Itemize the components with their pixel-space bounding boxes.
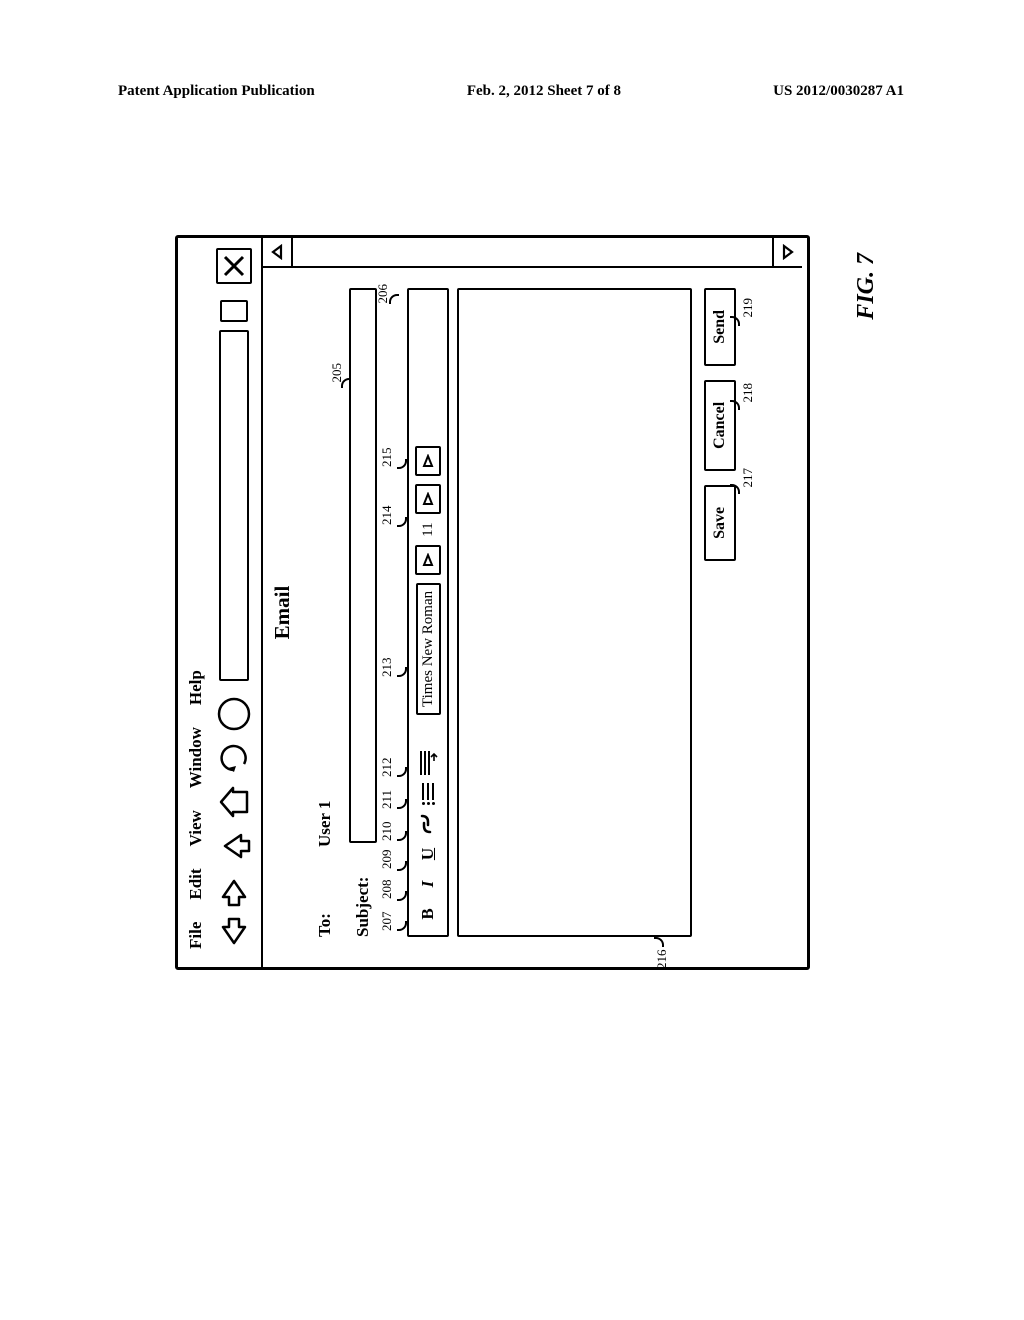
address-go[interactable]: [220, 300, 248, 322]
ref-211: 211: [379, 790, 395, 809]
ref-210: 210: [379, 822, 395, 842]
menu-window[interactable]: Window: [186, 727, 206, 788]
cancel-button[interactable]: Cancel: [704, 380, 736, 471]
nav-toolbar: [211, 238, 261, 967]
ref-218: 218: [740, 383, 756, 403]
menu-edit[interactable]: Edit: [186, 868, 206, 899]
vertical-scrollbar[interactable]: [263, 238, 802, 268]
menu-view[interactable]: View: [186, 810, 206, 846]
ref-214: 214: [379, 506, 395, 526]
format-toolbar: B I U: [407, 288, 449, 937]
font-size-value: 11: [420, 522, 437, 536]
message-body[interactable]: 216: [457, 288, 692, 937]
figure-label: FIG. 7: [853, 253, 880, 320]
send-label: Send: [711, 310, 728, 344]
subject-label: Subject:: [353, 847, 373, 937]
to-value: User 1: [315, 801, 335, 847]
bullet-list-button[interactable]: [422, 783, 435, 805]
font-family-select[interactable]: Times New Roman: [416, 583, 441, 715]
menu-bar: File Edit View Window Help: [178, 238, 211, 967]
menu-file[interactable]: File: [186, 922, 206, 949]
patent-header: Patent Application Publication Feb. 2, 2…: [118, 83, 904, 100]
browser-window: File Edit View Window Help: [175, 235, 810, 970]
close-button[interactable]: [216, 248, 252, 284]
up-button[interactable]: [215, 827, 253, 865]
ref-215: 215: [379, 448, 395, 468]
reload-button[interactable]: [215, 739, 253, 777]
indent-button[interactable]: [420, 751, 436, 775]
to-label: To:: [315, 847, 335, 937]
font-family-dropdown[interactable]: [415, 545, 441, 575]
scroll-down-button[interactable]: [772, 238, 802, 266]
save-button[interactable]: Save: [704, 485, 736, 561]
forward-button[interactable]: [215, 871, 253, 909]
font-size-dropdown[interactable]: [415, 484, 441, 514]
header-left: Patent Application Publication: [118, 83, 315, 100]
ref-219: 219: [740, 298, 756, 318]
extra-dropdown[interactable]: [415, 446, 441, 476]
menu-help[interactable]: Help: [186, 670, 206, 705]
back-button[interactable]: [215, 915, 253, 953]
underline-button[interactable]: U: [418, 843, 438, 865]
ref-209: 209: [379, 850, 395, 870]
ref-213: 213: [379, 658, 395, 678]
home-button[interactable]: [215, 783, 253, 821]
scroll-up-button[interactable]: [263, 238, 293, 266]
save-label: Save: [711, 507, 728, 539]
app-title: Email: [270, 288, 295, 937]
link-button[interactable]: [416, 813, 441, 835]
ref-217: 217: [740, 468, 756, 488]
ref-207: 207: [379, 912, 395, 932]
ref-208: 208: [379, 880, 395, 900]
cancel-label: Cancel: [711, 402, 728, 449]
subject-input[interactable]: [349, 288, 377, 843]
header-right: US 2012/0030287 A1: [773, 83, 904, 100]
address-bar[interactable]: [219, 330, 249, 681]
bold-button[interactable]: B: [418, 903, 438, 925]
italic-button[interactable]: I: [418, 873, 438, 895]
font-family-value: Times New Roman: [420, 591, 437, 707]
scroll-track[interactable]: [293, 238, 772, 266]
ref-216: 216: [654, 950, 670, 970]
stop-button[interactable]: [215, 695, 253, 733]
ref-212: 212: [379, 758, 395, 778]
header-center: Feb. 2, 2012 Sheet 7 of 8: [467, 83, 621, 100]
send-button[interactable]: Send: [704, 288, 736, 366]
